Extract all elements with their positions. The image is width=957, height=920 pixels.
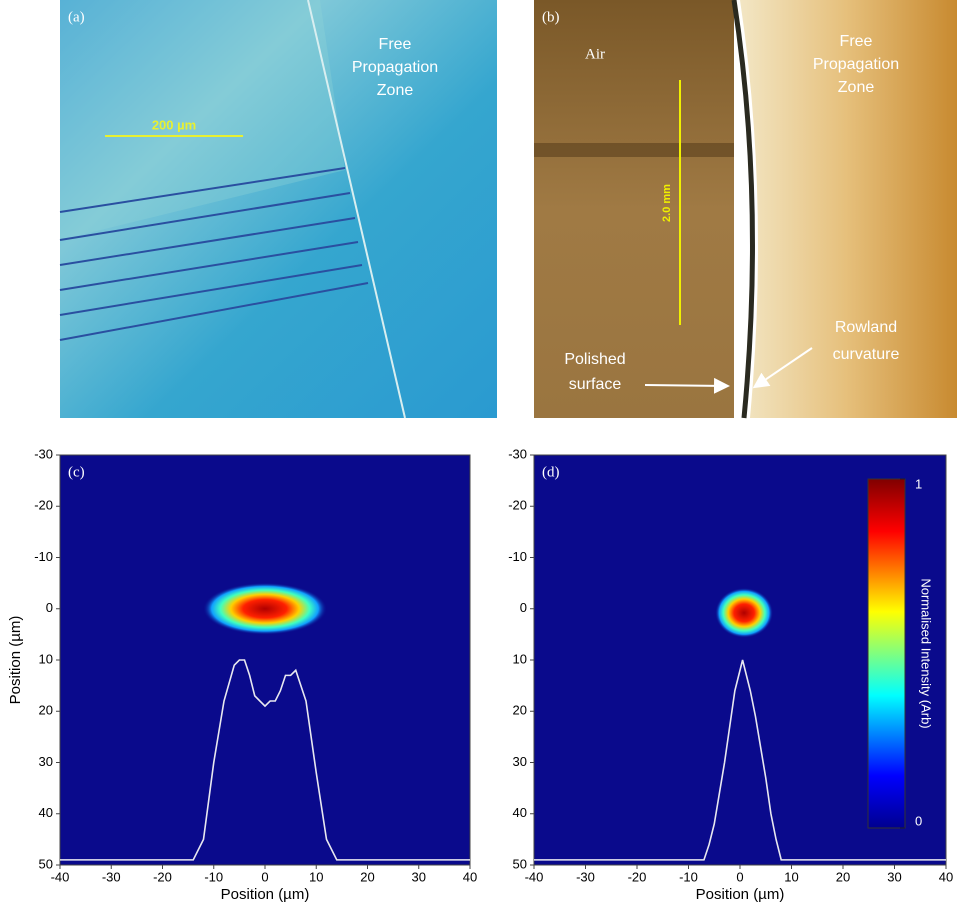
y-tick-label: -10 [508,549,527,564]
panel-label: (a) [68,9,85,25]
x-tick-label: 0 [261,869,268,884]
panel-b: 2.0 mm (b) Air Free Propagation Zone Pol… [534,0,957,418]
y-tick-label: 50 [39,856,53,871]
annotation: Rowland [835,319,897,336]
x-axis-label: Position (µm) [696,886,785,903]
annotation: surface [569,376,622,393]
zone-label: Free [379,36,412,53]
panel-a: 200 µm (a) Free Propagation Zone [60,0,497,418]
x-tick-label: 30 [412,869,426,884]
y-tick-label: -30 [34,446,53,461]
y-tick-label: 10 [39,651,53,666]
panel-label: (c) [68,464,85,480]
x-tick-label: -40 [51,869,70,884]
figure: 200 µm (a) Free Propagation Zone 2.0 mm … [0,0,957,915]
x-tick-label: -10 [204,869,223,884]
x-tick-label: 10 [309,869,323,884]
y-tick-label: -20 [508,498,527,513]
x-tick-label: -10 [679,869,698,884]
y-tick-label: 30 [39,754,53,769]
x-tick-label: 40 [939,869,953,884]
zone-label: Zone [377,82,414,99]
x-tick-label: 10 [784,869,798,884]
plot-background [60,455,470,865]
side-label: Air [585,46,605,62]
y-axis-label: Position (µm) [7,616,24,705]
colorbar-tick-label: 1 [915,476,922,491]
x-tick-label: -30 [102,869,121,884]
x-tick-label: -20 [628,869,647,884]
y-tick-label: 0 [520,600,527,615]
y-tick-label: 20 [39,703,53,718]
x-tick-label: 0 [736,869,743,884]
intensity-spot [203,583,327,635]
x-tick-label: 30 [887,869,901,884]
y-tick-label: 20 [513,703,527,718]
page: 200 µm (a) Free Propagation Zone 2.0 mm … [0,0,957,920]
x-tick-label: -30 [576,869,595,884]
y-tick-label: 10 [513,651,527,666]
y-tick-label: 30 [513,754,527,769]
y-tick-label: -20 [34,498,53,513]
colorbar [868,479,905,828]
annotation: Polished [564,351,625,368]
colorbar-label: Normalised Intensity (Arb) [919,578,934,728]
zone-label: Propagation [352,59,438,76]
x-tick-label: -20 [153,869,172,884]
intensity-spot [715,588,773,638]
x-axis-label: Position (µm) [221,886,310,903]
y-tick-label: 40 [39,805,53,820]
colorbar-tick-label: 0 [915,813,922,828]
y-tick-label: 50 [513,856,527,871]
zone-label: Zone [838,79,875,96]
zone-label: Propagation [813,56,899,73]
panel-label: (d) [542,464,560,480]
shadow [534,143,734,157]
y-tick-label: 40 [513,805,527,820]
zone-label: Free [840,33,873,50]
y-tick-label: -10 [34,549,53,564]
scale-label: 200 µm [152,117,196,132]
panel-label: (b) [542,9,560,25]
y-tick-label: -30 [508,446,527,461]
x-tick-label: 20 [836,869,850,884]
arrow [645,385,726,386]
x-tick-label: 20 [360,869,374,884]
annotation: curvature [833,346,900,363]
scale-label: 2.0 mm [661,184,673,222]
x-tick-label: 40 [463,869,477,884]
x-tick-label: -40 [525,869,544,884]
y-tick-label: 0 [46,600,53,615]
